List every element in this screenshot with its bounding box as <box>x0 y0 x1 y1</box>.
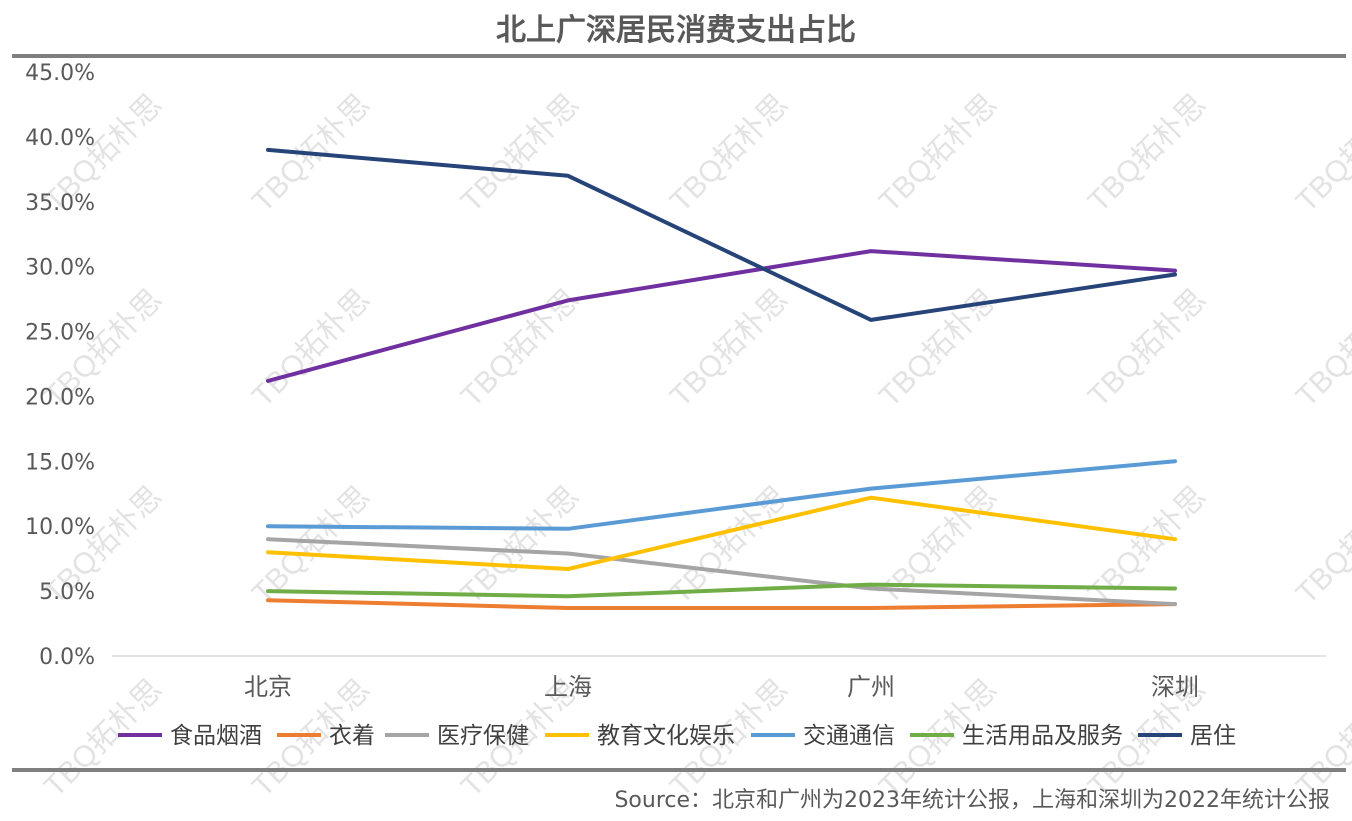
legend: 食品烟酒 衣着 医疗保健 教育文化娱乐 交通通信 生活用品及服务 居住 <box>118 723 1236 749</box>
watermark-text: TBQ拓朴思 <box>1290 480 1352 611</box>
watermark-text: TBQ拓朴思 <box>38 673 169 804</box>
y-tick-label: 45.0% <box>25 61 95 86</box>
legend-label: 教育文化娱乐 <box>597 723 735 749</box>
x-tick-label: 上海 <box>544 673 592 701</box>
y-tick-label: 30.0% <box>25 256 95 281</box>
series-line <box>266 537 1177 607</box>
legend-label: 居住 <box>1190 723 1236 749</box>
legend-label: 食品烟酒 <box>170 723 262 749</box>
chart-title: 北上广深居民消费支出占比 <box>496 13 856 48</box>
watermark-text: TBQ拓朴思 <box>873 88 1004 219</box>
watermark-text: TBQ拓朴思 <box>455 88 586 219</box>
y-axis-ticks: 0.0% 5.0% 10.0% 15.0% 20.0% 25.0% 30.0% 35.0% 40… <box>25 61 95 670</box>
y-tick-label: 20.0% <box>25 385 95 410</box>
series-line <box>266 495 1177 571</box>
y-tick-label: 40.0% <box>25 126 95 151</box>
legend-label: 交通通信 <box>803 723 895 749</box>
x-axis-ticks: 北京 上海 广州 深圳 <box>244 673 1199 701</box>
legend-label: 衣着 <box>329 723 375 749</box>
y-tick-label: 15.0% <box>25 450 95 475</box>
y-tick-label: 5.0% <box>39 580 95 605</box>
x-tick-label: 深圳 <box>1151 673 1199 701</box>
watermark-text: TBQ拓朴思 <box>1290 283 1352 414</box>
watermark-text: TBQ拓朴思 <box>1082 283 1213 414</box>
series-line <box>266 459 1177 531</box>
watermark-text: TBQ拓朴思 <box>664 88 795 219</box>
y-tick-label: 25.0% <box>25 321 95 346</box>
watermark-text: TBQ拓朴思 <box>1082 88 1213 219</box>
watermark-text: TBQ拓朴思 <box>455 480 586 611</box>
watermark-text: TBQ拓朴思 <box>664 283 795 414</box>
y-tick-label: 10.0% <box>25 515 95 540</box>
watermark-text: TBQ拓朴思 <box>246 283 377 414</box>
y-tick-label: 35.0% <box>25 191 95 216</box>
x-tick-label: 广州 <box>847 673 895 701</box>
watermark-text: TBQ拓朴思 <box>1290 673 1352 804</box>
series-lines <box>266 147 1177 610</box>
legend-label: 医疗保健 <box>437 723 529 749</box>
series-line <box>266 147 1177 322</box>
watermark-text: TBQ拓朴思 <box>1290 88 1352 219</box>
x-tick-label: 北京 <box>244 673 292 701</box>
legend-label: 生活用品及服务 <box>962 723 1123 749</box>
series-line <box>266 249 1177 383</box>
y-tick-label: 0.0% <box>39 645 95 670</box>
source-note: Source：北京和广州为2023年统计公报，上海和深圳为2022年统计公报 <box>614 788 1330 813</box>
series-line <box>266 582 1177 599</box>
watermark-text: TBQ拓朴思 <box>1082 480 1213 611</box>
series-line <box>266 598 1177 610</box>
